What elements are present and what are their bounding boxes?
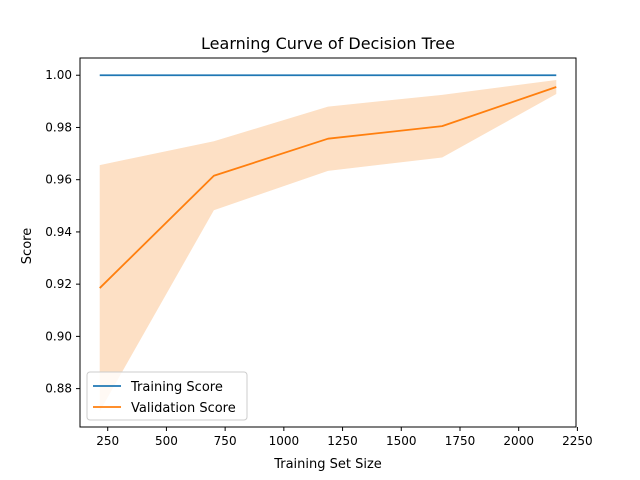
plot-area: 250 500 750 1000 1250 1500 1750 2000 2250 0.88 0.9… bbox=[45, 57, 593, 448]
data-layer bbox=[99, 74, 557, 412]
x-tick-label: 1750 bbox=[445, 434, 476, 448]
x-tick-label: 2000 bbox=[503, 434, 534, 448]
x-axis-label: Training Set Size bbox=[273, 457, 382, 472]
y-tick-label: 0.92 bbox=[45, 277, 72, 291]
legend: Training Score Validation Score bbox=[86, 371, 248, 421]
chart-title: Learning Curve of Decision Tree bbox=[201, 34, 455, 53]
x-tick-label: 2250 bbox=[562, 434, 593, 448]
x-tick-label: 250 bbox=[96, 434, 119, 448]
x-tick-label: 500 bbox=[155, 434, 178, 448]
y-tick-label: 1.00 bbox=[45, 68, 72, 82]
x-tick-label: 1250 bbox=[327, 434, 358, 448]
x-tick-label: 750 bbox=[214, 434, 237, 448]
axes-frame bbox=[79, 57, 577, 428]
y-tick-label: 0.94 bbox=[45, 225, 72, 239]
legend-label: Training Score bbox=[130, 380, 223, 395]
confidence-band-1 bbox=[99, 79, 557, 412]
y-tick-label: 0.98 bbox=[45, 120, 72, 134]
x-tick-label: 1000 bbox=[269, 434, 300, 448]
y-tick-label: 0.90 bbox=[45, 329, 72, 343]
y-tick-label: 0.88 bbox=[45, 382, 72, 396]
legend-box bbox=[86, 371, 248, 421]
legend-label: Validation Score bbox=[131, 401, 236, 416]
y-axis-label: Score bbox=[20, 228, 35, 264]
x-tick-label: 1500 bbox=[386, 434, 417, 448]
y-tick-label: 0.96 bbox=[45, 173, 72, 187]
